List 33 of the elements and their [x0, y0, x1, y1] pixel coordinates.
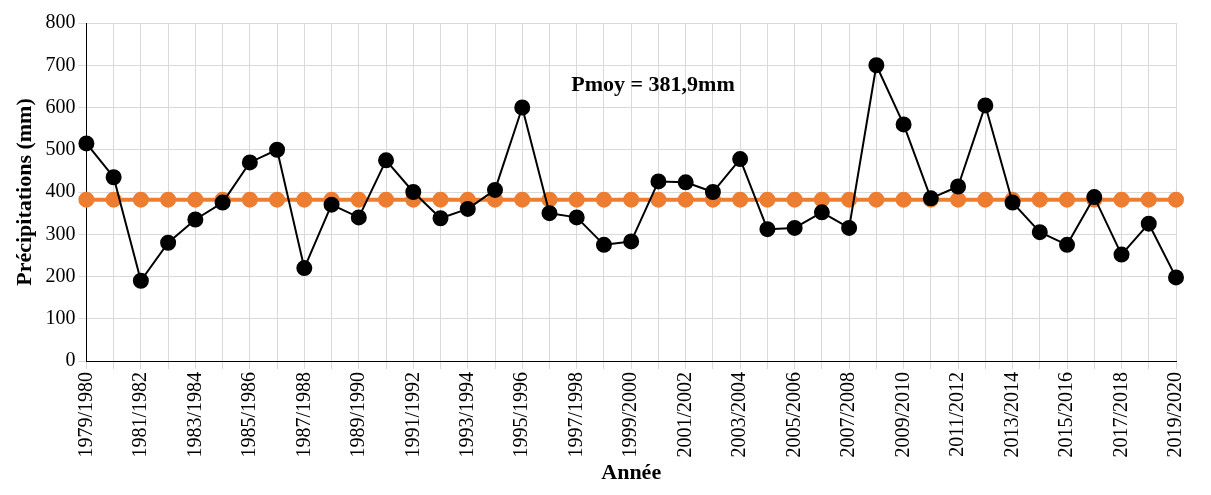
x-tick-label: 1983/1984: [182, 372, 205, 458]
x-tick-label: 2013/2014: [999, 372, 1022, 458]
x-tick-label: 1979/1980: [73, 372, 96, 458]
x-tick-label: 2015/2016: [1054, 372, 1077, 458]
y-axis-title: Précipitations (mm): [10, 98, 36, 286]
x-tick-label: 2011/2012: [945, 372, 968, 457]
y-tick-label: 500: [45, 137, 76, 160]
x-tick-label: 1999/2000: [618, 372, 641, 458]
y-tick-label: 400: [45, 179, 76, 202]
x-tick-label: 1985/1986: [237, 372, 260, 458]
x-tick-label: 1989/1990: [346, 372, 369, 458]
x-tick-label: 2019/2020: [1163, 372, 1186, 458]
y-tick-label: 100: [45, 306, 76, 329]
x-tick-label: 1993/1994: [455, 372, 478, 458]
annotation: Pmoy = 381,9mm: [571, 70, 735, 96]
x-tick-label: 2007/2008: [836, 372, 859, 458]
x-tick-label: 2003/2004: [727, 372, 750, 458]
y-tick-label: 200: [45, 263, 76, 286]
y-tick-label: 600: [45, 94, 76, 117]
x-tick-label: 1997/1998: [563, 372, 586, 458]
y-tick-label: 0: [65, 348, 76, 371]
x-tick-label: 2009/2010: [890, 372, 913, 458]
x-tick-label: 2017/2018: [1108, 372, 1131, 458]
x-tick-label: 2001/2002: [672, 372, 695, 458]
y-tick-label: 300: [45, 221, 76, 244]
x-tick-label: 1995/1996: [509, 372, 532, 458]
x-tick-label: 2005/2006: [781, 372, 804, 458]
y-tick-label: 800: [45, 10, 76, 33]
x-tick-label: 1981/1982: [128, 372, 151, 458]
x-tick-label: 1987/1988: [291, 372, 314, 458]
y-tick-label: 700: [45, 52, 76, 75]
x-tick-label: 1991/1992: [400, 372, 423, 458]
x-axis-title: Année: [601, 459, 662, 485]
